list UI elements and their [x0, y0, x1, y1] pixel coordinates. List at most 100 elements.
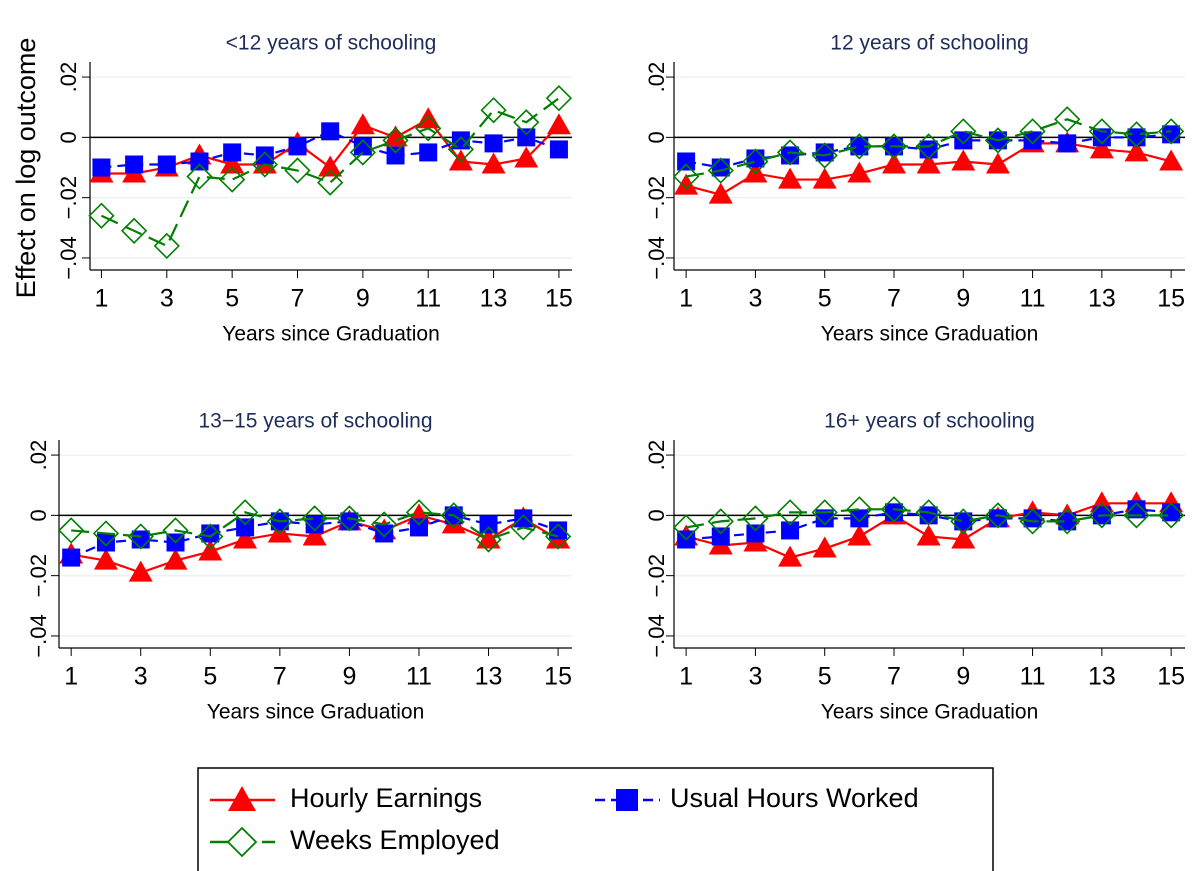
series-line [685, 118, 1172, 178]
marker-triangle [514, 146, 539, 168]
y-tick-label: 0 [644, 509, 669, 521]
marker-triangle [1124, 140, 1149, 162]
y-tick-label: −.02 [56, 176, 81, 219]
marker-square [1092, 128, 1111, 147]
x-tick-label: 1 [679, 285, 693, 313]
marker-square [1023, 509, 1042, 528]
marker-diamond [984, 502, 1012, 529]
marker-square [919, 506, 938, 525]
legend-marker [616, 789, 638, 811]
marker-square [517, 128, 536, 147]
y-tick-label: .02 [644, 62, 669, 93]
marker-diamond [153, 232, 180, 260]
marker-diamond [1088, 502, 1115, 529]
marker-square [850, 509, 869, 528]
y-tick-label: −.02 [644, 176, 669, 219]
panel-title: 16+ years of schooling [824, 410, 1035, 433]
marker-triangle [778, 545, 803, 567]
marker-square [1127, 500, 1146, 519]
x-tick-label: 13 [1088, 285, 1116, 313]
marker-triangle [916, 152, 941, 174]
legend-label: Hourly Earnings [290, 783, 482, 813]
marker-triangle [985, 152, 1010, 174]
marker-diamond [1054, 508, 1081, 535]
x-tick-label: 5 [203, 663, 217, 691]
marker-diamond [382, 127, 409, 154]
marker-square [386, 146, 405, 165]
x-tick-label: 9 [342, 663, 356, 691]
y-tick-label: −.04 [644, 236, 669, 279]
marker-diamond [186, 163, 213, 190]
marker-diamond [317, 169, 344, 196]
marker-diamond [405, 499, 433, 526]
y-tick-label: 0 [26, 509, 51, 521]
y-tick-label: −.04 [26, 614, 51, 657]
marker-diamond [1019, 508, 1046, 535]
marker-square [305, 515, 324, 534]
marker-square [919, 140, 938, 159]
marker-diamond [371, 511, 398, 538]
y-tick-label: 0 [644, 131, 669, 143]
legend-label: Usual Hours Worked [670, 783, 919, 813]
marker-diamond [88, 202, 115, 229]
marker-diamond [1158, 502, 1185, 529]
marker-triangle [93, 548, 118, 570]
marker-diamond [707, 157, 734, 184]
marker-square [484, 134, 503, 153]
x-tick-label: 9 [356, 285, 370, 313]
marker-square [353, 137, 372, 156]
marker-square [288, 137, 307, 156]
marker-square [954, 512, 973, 531]
marker-diamond [742, 148, 769, 175]
marker-square [815, 509, 834, 528]
marker-diamond [1054, 106, 1081, 133]
x-axis-title: Years since Graduation [821, 323, 1039, 346]
marker-diamond [92, 520, 120, 547]
marker-square [746, 149, 765, 168]
x-tick-label: 1 [679, 663, 693, 691]
marker-diamond [742, 505, 769, 532]
marker-diamond [672, 163, 700, 190]
x-tick-label: 3 [160, 285, 174, 313]
marker-triangle [267, 521, 292, 543]
marker-triangle [476, 527, 501, 549]
marker-diamond [846, 496, 873, 523]
marker-triangle [743, 161, 768, 183]
marker-triangle [847, 524, 872, 546]
marker-triangle [1089, 137, 1114, 159]
marker-triangle [350, 113, 375, 135]
marker-diamond [120, 217, 148, 244]
marker-square [1162, 503, 1181, 522]
marker-square [711, 527, 730, 546]
marker-triangle [847, 161, 872, 183]
x-tick-label: 3 [748, 285, 762, 313]
x-tick-label: 3 [748, 663, 762, 691]
series-line [100, 97, 560, 248]
marker-triangle [674, 173, 699, 195]
marker-square [514, 509, 533, 528]
x-tick-label: 7 [273, 663, 287, 691]
marker-triangle [881, 152, 906, 174]
marker-diamond [440, 502, 467, 529]
marker-diamond [197, 523, 224, 550]
y-tick-label: .02 [56, 62, 81, 93]
x-tick-label: 11 [406, 663, 432, 691]
marker-triangle [916, 524, 941, 546]
marker-triangle [383, 125, 408, 147]
marker-diamond [915, 499, 942, 526]
marker-square [255, 146, 274, 165]
marker-diamond [415, 115, 442, 142]
marker-square [321, 122, 340, 141]
y-tick-label: −.04 [644, 614, 669, 657]
marker-square [236, 518, 255, 537]
marker-square [1058, 134, 1077, 153]
marker-triangle [778, 167, 803, 189]
marker-triangle [163, 548, 188, 570]
marker-square [340, 512, 359, 531]
marker-square [157, 155, 176, 174]
marker-square [223, 143, 242, 162]
legend-label: Weeks Employed [290, 825, 500, 855]
x-tick-label: 7 [887, 663, 901, 691]
x-tick-label: 13 [1088, 663, 1116, 691]
